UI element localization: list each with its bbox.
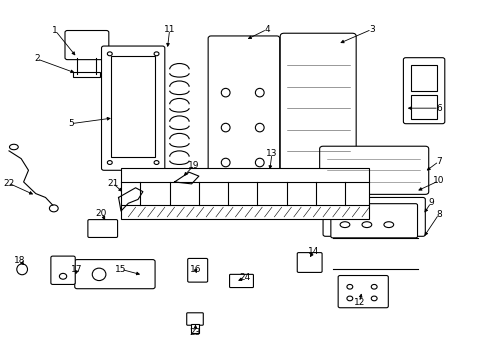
Text: 10: 10 (433, 176, 445, 185)
Text: 24: 24 (240, 273, 251, 282)
FancyBboxPatch shape (51, 256, 75, 284)
Text: 11: 11 (164, 25, 175, 34)
FancyBboxPatch shape (88, 220, 118, 238)
Text: 21: 21 (107, 179, 119, 188)
FancyBboxPatch shape (323, 198, 425, 236)
Text: 14: 14 (308, 247, 319, 256)
Text: 12: 12 (354, 298, 365, 307)
Text: 8: 8 (436, 210, 442, 219)
Text: 9: 9 (428, 198, 434, 207)
Text: 6: 6 (436, 104, 442, 113)
FancyBboxPatch shape (191, 324, 199, 333)
FancyBboxPatch shape (111, 56, 155, 157)
FancyBboxPatch shape (74, 72, 100, 77)
Text: 22: 22 (3, 179, 14, 188)
FancyBboxPatch shape (411, 95, 438, 119)
Text: 17: 17 (72, 265, 83, 274)
FancyBboxPatch shape (297, 253, 322, 273)
Text: 5: 5 (68, 119, 73, 128)
FancyBboxPatch shape (230, 274, 253, 288)
FancyBboxPatch shape (65, 31, 109, 60)
Text: 20: 20 (96, 208, 107, 217)
FancyBboxPatch shape (280, 33, 356, 177)
Text: 13: 13 (266, 149, 278, 158)
FancyBboxPatch shape (187, 313, 203, 325)
Text: 18: 18 (14, 256, 26, 265)
FancyBboxPatch shape (101, 46, 165, 170)
FancyBboxPatch shape (75, 260, 155, 289)
FancyBboxPatch shape (121, 168, 369, 219)
Text: 16: 16 (190, 265, 201, 274)
FancyBboxPatch shape (411, 66, 438, 91)
Text: 7: 7 (436, 157, 442, 166)
Text: 15: 15 (115, 265, 127, 274)
Text: 2: 2 (34, 54, 40, 63)
Text: 3: 3 (369, 25, 375, 34)
FancyBboxPatch shape (208, 36, 280, 176)
FancyBboxPatch shape (188, 258, 208, 282)
Text: 19: 19 (188, 161, 200, 170)
Text: 1: 1 (52, 26, 58, 35)
FancyBboxPatch shape (319, 146, 429, 194)
Text: 4: 4 (264, 25, 270, 34)
Text: 23: 23 (190, 328, 201, 337)
FancyBboxPatch shape (403, 58, 445, 124)
FancyBboxPatch shape (331, 204, 417, 238)
FancyBboxPatch shape (338, 275, 388, 308)
